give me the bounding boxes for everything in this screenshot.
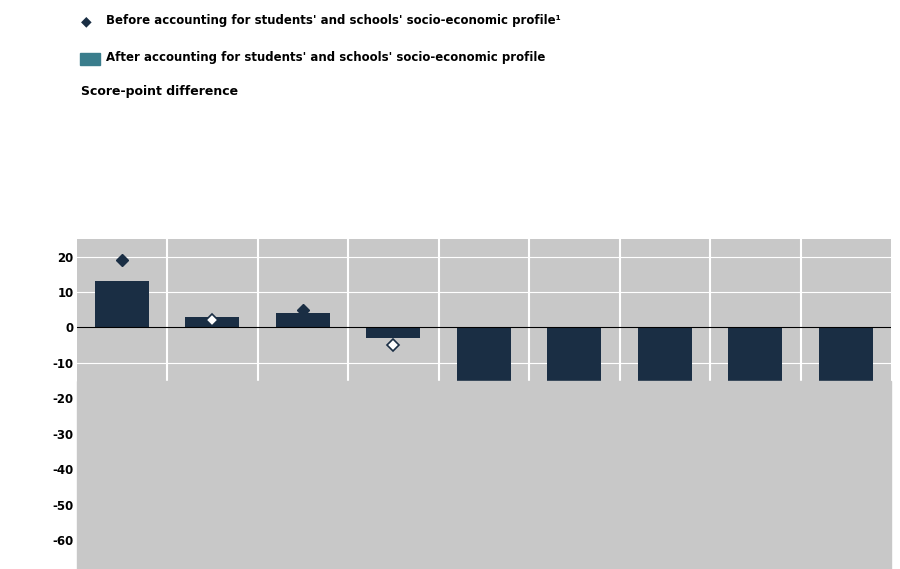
Text: After accounting for students' and schools' socio-economic profile: After accounting for students' and schoo… [106, 51, 545, 64]
Bar [619, 239, 710, 558]
Bar [547, 328, 601, 405]
Bar [76, 239, 167, 558]
Text: Score-point difference: Score-point difference [81, 85, 239, 98]
Bar [94, 282, 148, 328]
Text: Students
are
required to
argue
about
science
questions: Students are required to argue about sci… [454, 481, 514, 552]
Bar [275, 314, 330, 328]
Text: The teacher
clearly
explains
the
relevance
of science
concepts to
our lives: The teacher clearly explains the relevan… [180, 481, 244, 563]
Bar [185, 317, 239, 328]
Text: Students are
asked to do
an
investigation
to test ideas: Students are asked to do an investigatio… [720, 481, 790, 531]
Text: Students are
allowed to
design their
own
experiments: Students are allowed to design their own… [811, 481, 880, 531]
Bar [366, 328, 420, 338]
Bar [348, 239, 438, 558]
Bar [819, 328, 873, 487]
Text: The teacher
explains
how a
science idea
can be
applied to
a number of
different
: The teacher explains how a science idea … [89, 481, 155, 569]
Text: The above happen in “most” or “all” science lessons: The above happen in “most” or “all” scie… [578, 550, 886, 560]
Text: Students
are given
opportunities
to explain
their ideas: Students are given opportunities to expl… [266, 481, 339, 531]
Bar [456, 328, 511, 387]
Bar [800, 239, 891, 558]
Bar [167, 239, 257, 558]
Bar [710, 239, 800, 558]
Bar [438, 239, 529, 558]
Text: Students
are
asked to
draw
conclusions
from
an
experiment
they have
conducted: Students are asked to draw conclusions f… [362, 481, 425, 569]
Bar [257, 239, 348, 558]
Bar [728, 328, 782, 441]
Bar [637, 328, 692, 423]
Text: ◆: ◆ [81, 14, 92, 28]
Text: Before accounting for students' and schools' socio-economic profile¹: Before accounting for students' and scho… [106, 14, 561, 27]
Text: Students
spend time
in the
laboratory
doing
practical
experiments: Students spend time in the laboratory do… [632, 481, 698, 552]
Bar [529, 239, 619, 558]
Text: There is
a class
debate about
investigations: There is a class debate about investigat… [536, 481, 612, 521]
